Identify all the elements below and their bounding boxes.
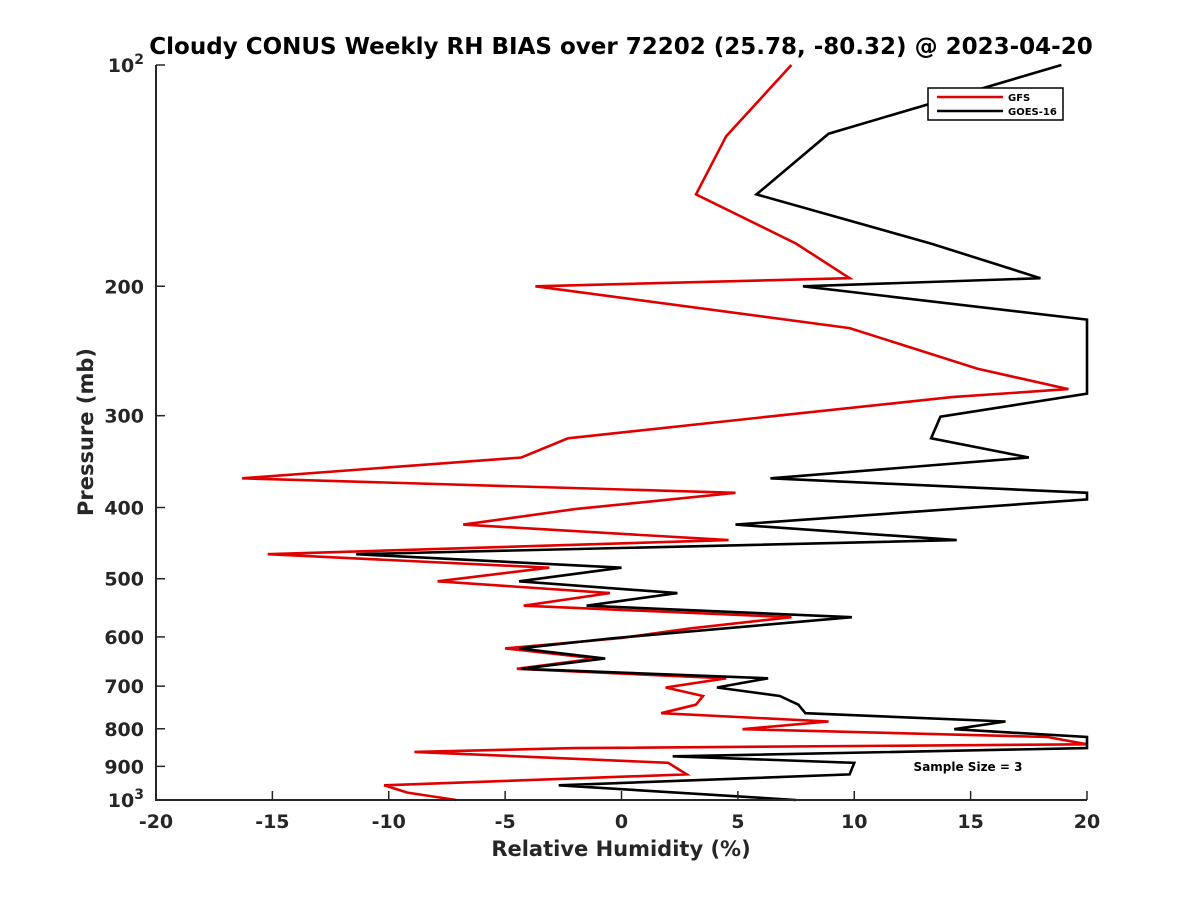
legend: GFS GOES-16 <box>927 87 1064 121</box>
y-tick-label: 300 <box>104 406 144 428</box>
x-axis-label: Relative Humidity (%) <box>491 837 750 861</box>
y-axis-label: Pressure (mb) <box>74 348 98 516</box>
y-axis-ticks: 102 200 300 400 500 600 700 800 900 103 <box>104 52 165 812</box>
x-tick-label: 20 <box>1074 811 1100 833</box>
y-tick-label: 600 <box>104 627 144 649</box>
y-tick-label: 200 <box>104 276 144 298</box>
sample-size-annotation: Sample Size = 3 <box>914 760 1023 774</box>
legend-label-gfs: GFS <box>1008 93 1030 104</box>
x-tick-label: -15 <box>255 811 289 833</box>
x-tick-label: 5 <box>731 811 744 833</box>
y-tick-label-power: 102 <box>108 52 144 77</box>
y-tick-label: 400 <box>104 498 144 520</box>
y-tick-label-power: 103 <box>108 787 144 812</box>
y-tick-label: 500 <box>104 569 144 591</box>
legend-box <box>927 87 1064 121</box>
y-tick-label: 800 <box>104 719 144 741</box>
x-tick-label: 15 <box>957 811 983 833</box>
y-tick-label: 900 <box>104 756 144 778</box>
x-tick-label: 10 <box>841 811 867 833</box>
x-tick-label: 0 <box>615 811 628 833</box>
x-tick-label: -10 <box>372 811 406 833</box>
series-line-gfs <box>242 64 1088 802</box>
legend-label-goes-16: GOES-16 <box>1008 107 1057 118</box>
x-tick-label: -5 <box>495 811 516 833</box>
x-axis-ticks: -20 -15 -10 -5 0 5 10 15 20 <box>139 791 1100 833</box>
series-line-goes-16 <box>356 63 1089 802</box>
chart-title: Cloudy CONUS Weekly RH BIAS over 72202 (… <box>149 34 1092 60</box>
x-tick-label: -20 <box>139 811 173 833</box>
y-tick-label: 700 <box>104 676 144 698</box>
plot-area <box>242 63 1089 802</box>
